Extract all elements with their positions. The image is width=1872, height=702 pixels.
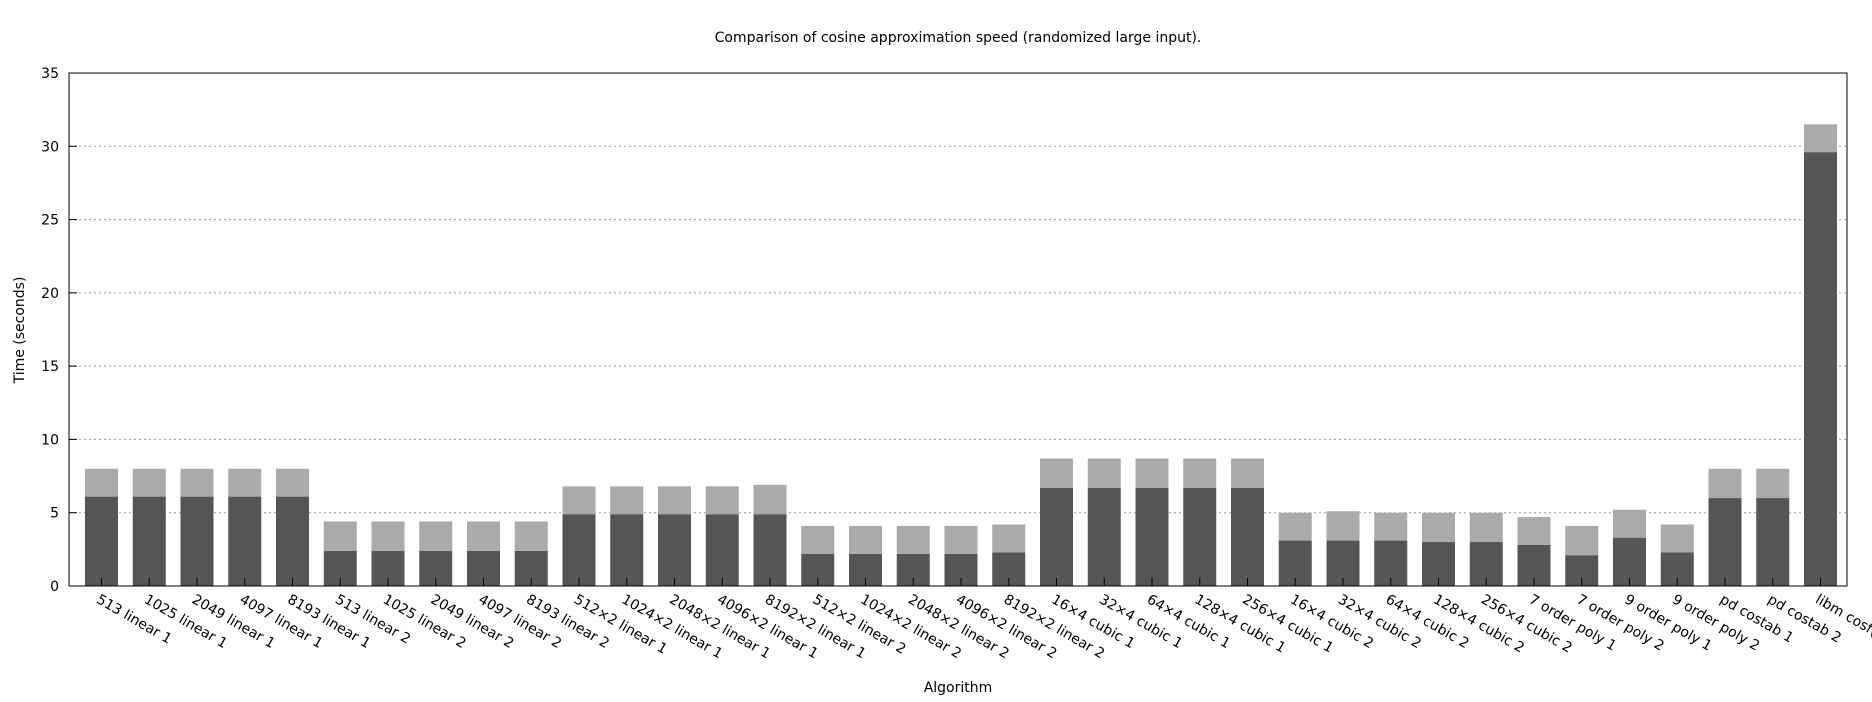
bar-segment-2 <box>1469 512 1503 543</box>
bar-segment-2 <box>1087 458 1121 488</box>
bar-segment-2 <box>1135 458 1169 488</box>
bar-segment-2 <box>944 525 978 554</box>
bar-segment-2 <box>1613 509 1646 538</box>
bar-segment-2 <box>896 525 930 554</box>
bar-segment-2 <box>1565 525 1599 556</box>
bar-segment-2 <box>562 486 596 515</box>
bar-segment-2 <box>371 521 405 551</box>
bars <box>85 124 1837 587</box>
bar-segment-2 <box>419 521 453 551</box>
y-tick-label: 0 <box>50 579 59 595</box>
y-tick-label: 10 <box>41 432 59 448</box>
bar-segment-2 <box>323 521 357 551</box>
y-tick-label: 25 <box>41 213 59 229</box>
bar-segment-1 <box>658 514 691 586</box>
x-axis-label: Algorithm <box>924 680 993 696</box>
bar-segment-1 <box>753 514 787 586</box>
bar-segment-2 <box>180 468 214 497</box>
bar-segment-2 <box>132 468 166 497</box>
bar-segment-1 <box>1804 152 1837 587</box>
bar-segment-1 <box>705 514 739 586</box>
bar-segment-2 <box>1804 124 1837 153</box>
bar-segment-2 <box>467 521 500 551</box>
bar-segment-2 <box>705 486 739 515</box>
y-tick-label: 15 <box>41 359 59 375</box>
bar-segment-2 <box>1756 468 1790 499</box>
bar-segment-1 <box>276 496 309 586</box>
bar-segment-2 <box>992 524 1026 553</box>
bar-segment-2 <box>1708 468 1742 499</box>
bar-segment-1 <box>85 496 118 586</box>
bar-segment-1 <box>1183 487 1217 586</box>
y-tick-label: 5 <box>50 506 59 522</box>
bar-segment-1 <box>1040 487 1073 586</box>
bar-segment-2 <box>1231 458 1264 488</box>
bar-segment-2 <box>1374 512 1408 541</box>
y-axis-label: Time (seconds) <box>12 277 28 385</box>
bar-segment-2 <box>849 525 882 554</box>
chart-title: Comparison of cosine approximation speed… <box>715 30 1202 46</box>
bar-segment-2 <box>753 484 787 515</box>
y-tick-label: 35 <box>41 66 59 82</box>
bar-segment-1 <box>1708 498 1742 586</box>
bar-segment-1 <box>132 496 166 586</box>
bar-segment-1 <box>1135 487 1169 586</box>
bar-segment-2 <box>228 468 262 497</box>
bar-segment-2 <box>1517 517 1551 545</box>
bar-segment-2 <box>514 521 548 551</box>
plot-frame <box>68 72 1848 587</box>
bar-segment-2 <box>1660 524 1694 553</box>
bar-segment-2 <box>1422 512 1455 543</box>
bar-segment-1 <box>1756 498 1790 586</box>
bar-segment-1 <box>610 514 644 586</box>
bar-segment-2 <box>1326 511 1360 541</box>
bar-segment-1 <box>1087 487 1121 586</box>
bar-segment-2 <box>276 468 309 497</box>
bar-segment-1 <box>180 496 214 586</box>
y-tick-label: 20 <box>41 286 59 302</box>
grid <box>69 145 1847 514</box>
bar-segment-1 <box>1613 537 1646 586</box>
bar-segment-2 <box>1183 458 1217 488</box>
bar-segment-2 <box>1040 458 1073 488</box>
y-axis: 0 5 10 15 20 25 30 35 <box>41 66 77 595</box>
bar-segment-1 <box>1231 487 1264 586</box>
bar-segment-1 <box>228 496 262 586</box>
bar-segment-2 <box>801 525 835 554</box>
y-tick-label: 30 <box>41 139 59 155</box>
bar-segment-2 <box>610 486 644 515</box>
bar-segment-2 <box>85 468 118 497</box>
bar-segment-2 <box>658 486 691 515</box>
bar-segment-2 <box>1278 512 1312 541</box>
bar-segment-1 <box>562 514 596 586</box>
